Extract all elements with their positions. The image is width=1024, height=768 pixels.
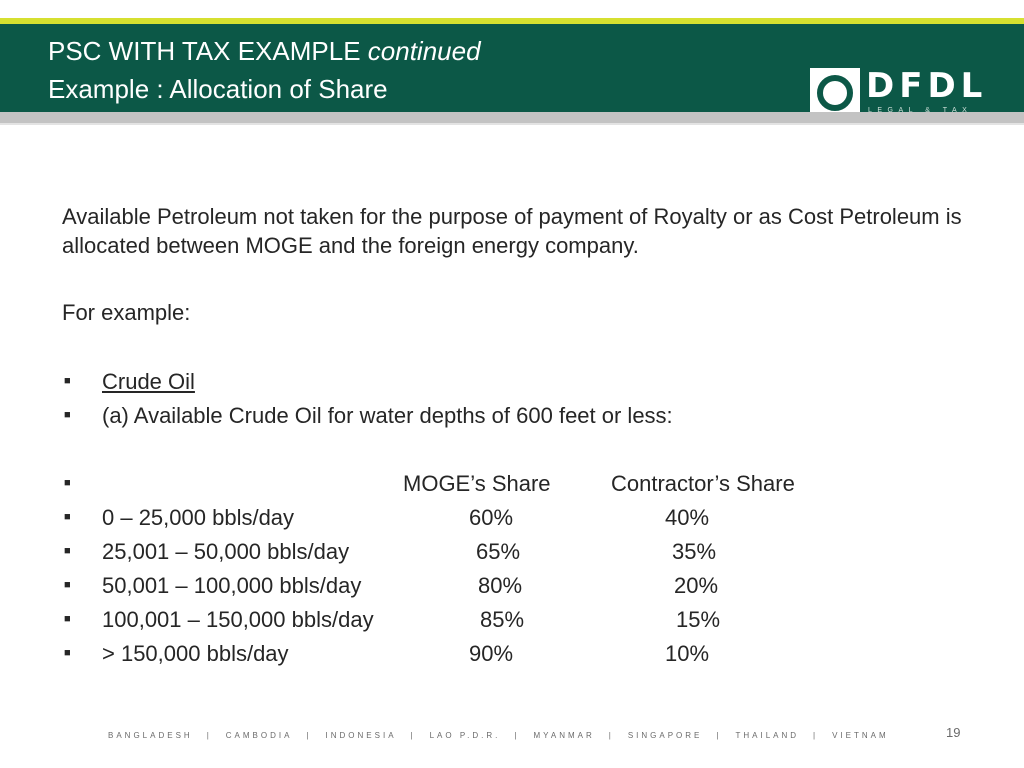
row-contractor-share: 40% — [665, 505, 710, 530]
row-range: 0 – 25,000 bbls/day — [102, 505, 295, 530]
row-contractor-share: 20% — [674, 573, 719, 598]
bullet-icon: ■ — [64, 375, 71, 387]
intro-paragraph: Available Petroleum not taken for the pu… — [62, 204, 962, 258]
footer-separator: | — [410, 731, 416, 740]
footer-separator: | — [813, 731, 819, 740]
row-contractor-share: 15% — [676, 607, 721, 632]
header-accent-stripe — [0, 18, 1024, 24]
footer-country: LAO P.D.R. — [429, 731, 501, 740]
footer-separator: | — [514, 731, 520, 740]
bullet-icon: ■ — [64, 409, 71, 421]
bullet-icon: ■ — [64, 477, 71, 489]
footer-separator: | — [608, 731, 614, 740]
footer-country: VIETNAM — [832, 731, 889, 740]
footer-country: INDONESIA — [325, 731, 397, 740]
slide-title: PSC WITH TAX EXAMPLE continued Example :… — [48, 32, 481, 108]
row-contractor-share: 35% — [672, 539, 717, 564]
row-moge-share: 80% — [478, 573, 523, 598]
header-gray-line — [0, 123, 1024, 125]
title-line-2: Example : Allocation of Share — [48, 74, 388, 104]
bullet-icon: ■ — [64, 613, 71, 625]
row-contractor-share: 10% — [665, 641, 710, 666]
row-moge-share: 90% — [469, 641, 514, 666]
bullet-icon: ■ — [64, 545, 71, 557]
column-header-contractor: Contractor’s Share — [611, 471, 795, 496]
row-moge-share: 65% — [476, 539, 521, 564]
footer-country: BANGLADESH — [108, 731, 193, 740]
logo-mark — [810, 68, 860, 118]
footer-countries: BANGLADESH | CAMBODIA | INDONESIA | LAO P.D.R.… — [108, 731, 889, 740]
title-continued: continued — [367, 36, 481, 66]
footer-separator: | — [206, 731, 212, 740]
row-range: > 150,000 bbls/day — [102, 641, 289, 666]
bullet-icon: ■ — [64, 647, 71, 659]
row-moge-share: 60% — [469, 505, 514, 530]
row-range: 100,001 – 150,000 bbls/day — [102, 607, 374, 632]
water-depth-condition: (a) Available Crude Oil for water depths… — [102, 403, 673, 428]
column-header-moge: MOGE’s Share — [403, 471, 551, 496]
row-range: 50,001 – 100,000 bbls/day — [102, 573, 362, 598]
for-example-label: For example: — [62, 300, 191, 325]
header-gray-stripe — [0, 112, 1024, 123]
footer-country: MYANMAR — [533, 731, 595, 740]
bullet-icon: ■ — [64, 579, 71, 591]
crude-oil-heading: Crude Oil — [102, 369, 195, 394]
dfdl-logo: DFDL LEGAL & TAX — [810, 66, 982, 122]
footer-country: SINGAPORE — [627, 731, 703, 740]
logo-wordmark: DFDL — [866, 66, 988, 106]
logo-tagline: LEGAL & TAX — [868, 107, 973, 114]
footer-country: THAILAND — [735, 731, 800, 740]
logo-ring-icon — [817, 75, 853, 111]
footer-separator: | — [306, 731, 312, 740]
page-number: 19 — [946, 725, 961, 740]
title-line-1: PSC WITH TAX EXAMPLE — [48, 36, 361, 66]
footer-country: CAMBODIA — [225, 731, 293, 740]
bullet-icon: ■ — [64, 511, 71, 523]
footer-separator: | — [716, 731, 722, 740]
slide-header: PSC WITH TAX EXAMPLE continued Example :… — [0, 24, 1024, 118]
row-range: 25,001 – 50,000 bbls/day — [102, 539, 350, 564]
row-moge-share: 85% — [480, 607, 525, 632]
